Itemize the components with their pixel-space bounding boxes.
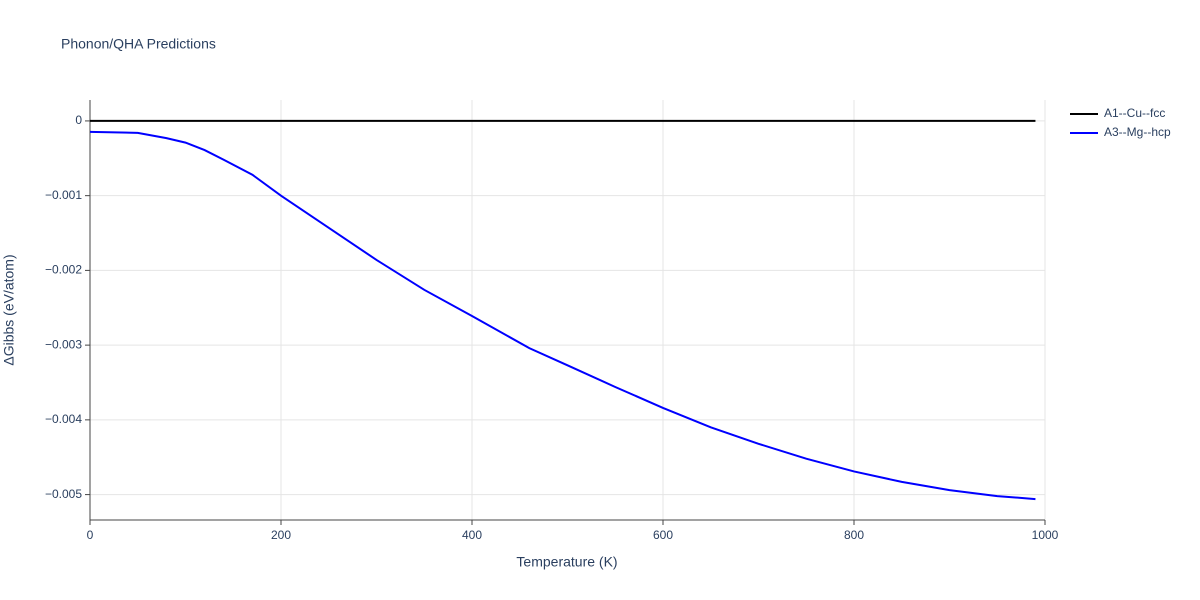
x-tick-label: 400 [462,528,482,542]
y-tick-label: −0.001 [45,188,82,202]
line-series [89,130,1036,501]
legend-label: A1--Cu--fcc [1104,106,1165,120]
y-tick-label: −0.002 [45,263,82,277]
x-tick-label: 200 [271,528,291,542]
y-tick-label: −0.003 [45,337,82,351]
x-tick-label: 800 [844,528,864,542]
y-tick-label: 0 [75,113,82,127]
x-tick-label: 0 [87,528,94,542]
x-axis-title: Temperature (K) [516,554,617,570]
y-tick-label: −0.004 [45,412,82,426]
y-tick-label: −0.005 [45,487,82,501]
x-tick-label: 600 [653,528,673,542]
legend-label: A3--Mg--hcp [1104,125,1171,139]
x-tick-label: 1000 [1032,528,1059,542]
y-axis-title: ΔGibbs (eV/atom) [1,254,17,365]
chart-title: Phonon/QHA Predictions [61,36,216,52]
